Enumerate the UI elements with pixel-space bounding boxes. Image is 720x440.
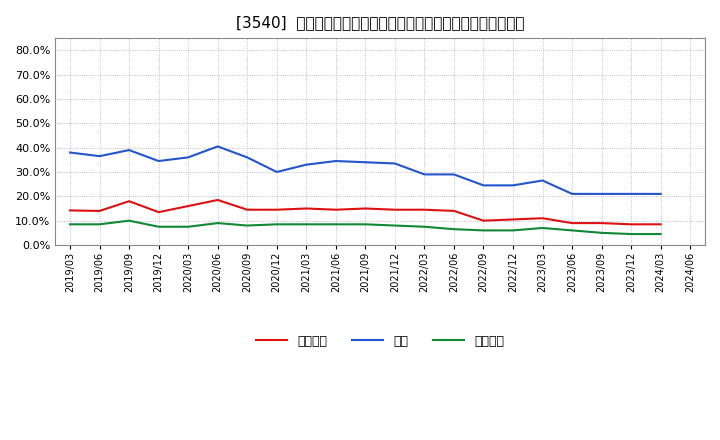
在庫 xyxy=(449,172,458,177)
在庫 xyxy=(243,155,251,160)
買入債務 xyxy=(95,222,104,227)
売上債権 xyxy=(95,208,104,213)
在庫 xyxy=(539,178,547,183)
売上債権 xyxy=(627,222,636,227)
売上債権 xyxy=(213,197,222,202)
買入債務 xyxy=(302,222,310,227)
在庫 xyxy=(302,162,310,167)
買入債務 xyxy=(272,222,281,227)
買入債務 xyxy=(509,228,518,233)
売上債権 xyxy=(539,216,547,221)
在庫 xyxy=(125,147,133,153)
売上債権 xyxy=(66,208,74,213)
在庫 xyxy=(331,158,340,164)
買入債務 xyxy=(480,228,488,233)
売上債権 xyxy=(184,203,192,209)
在庫 xyxy=(390,161,399,166)
売上債権 xyxy=(125,198,133,204)
在庫 xyxy=(568,191,577,197)
在庫 xyxy=(213,144,222,149)
売上債権 xyxy=(272,207,281,213)
買入債務 xyxy=(331,222,340,227)
売上債権 xyxy=(390,207,399,213)
在庫 xyxy=(272,169,281,175)
売上債権 xyxy=(598,220,606,226)
買入債務 xyxy=(243,223,251,228)
買入債務 xyxy=(361,222,369,227)
買入債務 xyxy=(420,224,428,229)
買入債務 xyxy=(627,231,636,237)
買入債務 xyxy=(539,225,547,231)
売上債権 xyxy=(449,208,458,213)
売上債権 xyxy=(331,207,340,213)
Title: [3540]  売上債権、在庫、買入債務の総資産に対する比率の推移: [3540] 売上債権、在庫、買入債務の総資産に対する比率の推移 xyxy=(236,15,524,30)
在庫 xyxy=(154,158,163,164)
在庫 xyxy=(184,155,192,160)
買入債務 xyxy=(568,228,577,233)
売上債権 xyxy=(509,217,518,222)
売上債権 xyxy=(480,218,488,224)
Line: 在庫: 在庫 xyxy=(70,147,661,194)
買入債務 xyxy=(598,230,606,235)
在庫 xyxy=(361,160,369,165)
買入債務 xyxy=(154,224,163,229)
在庫 xyxy=(509,183,518,188)
在庫 xyxy=(420,172,428,177)
Line: 売上債権: 売上債権 xyxy=(70,200,661,224)
在庫 xyxy=(598,191,606,197)
Legend: 売上債権, 在庫, 買入債務: 売上債権, 在庫, 買入債務 xyxy=(251,330,510,353)
買入債務 xyxy=(390,223,399,228)
買入債務 xyxy=(213,220,222,226)
在庫 xyxy=(480,183,488,188)
売上債権 xyxy=(243,207,251,213)
在庫 xyxy=(66,150,74,155)
買入債務 xyxy=(125,218,133,224)
売上債権 xyxy=(302,206,310,211)
在庫 xyxy=(95,154,104,159)
売上債権 xyxy=(657,222,665,227)
売上債権 xyxy=(361,206,369,211)
在庫 xyxy=(627,191,636,197)
買入債務 xyxy=(449,227,458,232)
買入債務 xyxy=(66,222,74,227)
買入債務 xyxy=(184,224,192,229)
Line: 買入債務: 買入債務 xyxy=(70,221,661,234)
売上債権 xyxy=(420,207,428,213)
売上債権 xyxy=(568,220,577,226)
買入債務 xyxy=(657,231,665,237)
売上債権 xyxy=(154,209,163,215)
在庫 xyxy=(657,191,665,197)
